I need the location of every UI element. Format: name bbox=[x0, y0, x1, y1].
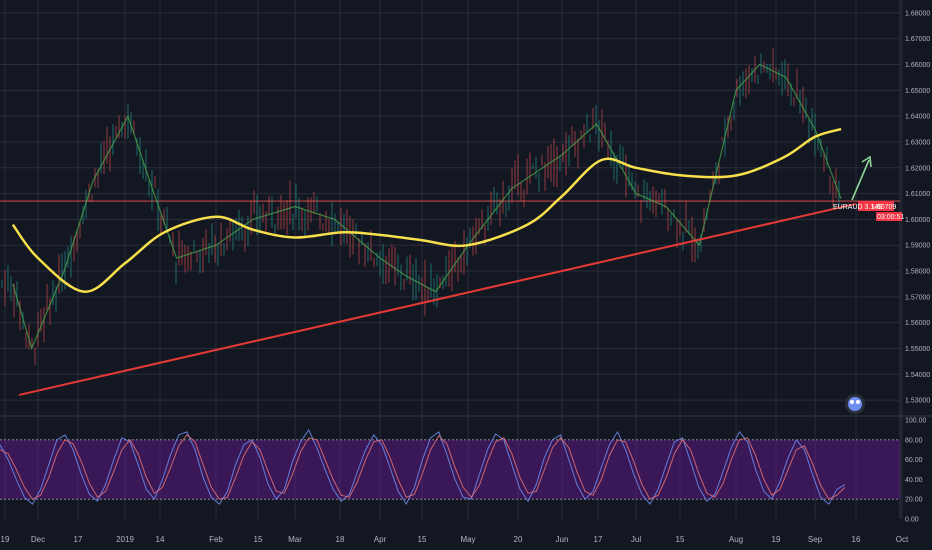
x-tick-label: 15 bbox=[676, 535, 685, 544]
y-tick-label: 1.58000 bbox=[905, 269, 930, 276]
price-tag: EURAUD 3.14E 1.60709 03:00:51 bbox=[833, 201, 904, 221]
y-tick-label: 1.57000 bbox=[905, 294, 930, 301]
x-tick-label: Feb bbox=[209, 535, 223, 544]
y-tick-label: 1.65000 bbox=[905, 88, 930, 95]
stochastic-axis: 100.00 80.00 60.00 40.00 20.00 0.00 bbox=[905, 418, 927, 524]
x-tick-label: 17 bbox=[74, 535, 83, 544]
stoch-y-tick-label: 80.00 bbox=[905, 437, 923, 444]
price-tag-box bbox=[858, 201, 894, 211]
price-axis: 1.68000 1.67000 1.66000 1.65000 1.64000 1.630… bbox=[905, 10, 930, 404]
x-tick-label: 2019 bbox=[116, 535, 134, 544]
y-tick-label: 1.54000 bbox=[905, 372, 930, 379]
x-tick-label: Mar bbox=[288, 535, 302, 544]
x-tick-label: 19 bbox=[1, 535, 10, 544]
x-tick-label: 18 bbox=[336, 535, 345, 544]
x-tick-label: Aug bbox=[729, 535, 743, 544]
x-tick-label: Jun bbox=[556, 535, 569, 544]
y-tick-label: 1.60000 bbox=[905, 217, 930, 224]
price-texture bbox=[1, 48, 840, 366]
countdown-text: 03:00:51 bbox=[877, 214, 904, 221]
price-tag-price: 1.60709 bbox=[871, 204, 896, 211]
y-tick-label: 1.66000 bbox=[905, 62, 930, 69]
y-tick-label: 1.64000 bbox=[905, 114, 930, 121]
y-tick-label: 1.56000 bbox=[905, 320, 930, 327]
stoch-y-tick-label: 40.00 bbox=[905, 477, 923, 484]
stoch-series-line bbox=[0, 434, 846, 500]
y-tick-label: 1.55000 bbox=[905, 346, 930, 353]
y-tick-label: 1.53000 bbox=[905, 398, 930, 405]
series-line-sma bbox=[11, 127, 842, 293]
x-tick-label: 20 bbox=[514, 535, 523, 544]
stoch-y-tick-label: 100.00 bbox=[905, 418, 927, 425]
y-tick-label: 1.62000 bbox=[905, 165, 930, 172]
tradingview-logo-icon bbox=[845, 394, 865, 414]
price-series bbox=[11, 63, 856, 396]
forecast-arrow bbox=[851, 155, 872, 201]
countdown-box bbox=[876, 212, 902, 221]
x-tick-label: 16 bbox=[852, 535, 861, 544]
stoch-y-tick-label: 0.00 bbox=[905, 517, 919, 524]
stochastic-pane bbox=[0, 428, 900, 506]
y-tick-label: 1.61000 bbox=[905, 191, 930, 198]
x-tick-label: 15 bbox=[418, 535, 427, 544]
x-tick-label: Dec bbox=[31, 535, 45, 544]
price-tag-label: EURAUD 3.14E bbox=[833, 204, 883, 211]
x-tick-label: 15 bbox=[254, 535, 263, 544]
stoch-series-line bbox=[0, 428, 846, 506]
y-tick-label: 1.59000 bbox=[905, 243, 930, 250]
x-tick-label: 19 bbox=[772, 535, 781, 544]
x-tick-label: Jul bbox=[631, 535, 641, 544]
stoch-y-tick-label: 20.00 bbox=[905, 497, 923, 504]
y-tick-label: 1.67000 bbox=[905, 36, 930, 43]
y-tick-label: 1.68000 bbox=[905, 10, 930, 17]
x-tick-label: Apr bbox=[374, 535, 387, 544]
forecast-arrow-head bbox=[861, 155, 872, 168]
x-tick-label: Oct bbox=[896, 535, 909, 544]
forecast-arrow-shaft bbox=[851, 159, 870, 201]
x-tick-label: 17 bbox=[594, 535, 603, 544]
x-tick-label: 14 bbox=[156, 535, 165, 544]
time-axis: 19 Dec 17 2019 14 Feb 15 Mar 18 Apr 15 May 20 Jun 17 Ju… bbox=[1, 535, 909, 544]
y-tick-label: 1.63000 bbox=[905, 139, 930, 146]
trendline bbox=[18, 202, 856, 396]
x-tick-label: Sep bbox=[808, 535, 823, 544]
stoch-y-tick-label: 60.00 bbox=[905, 457, 923, 464]
series-line-price bbox=[12, 63, 842, 351]
main-pane bbox=[1, 48, 856, 396]
x-tick-label: May bbox=[460, 535, 475, 544]
